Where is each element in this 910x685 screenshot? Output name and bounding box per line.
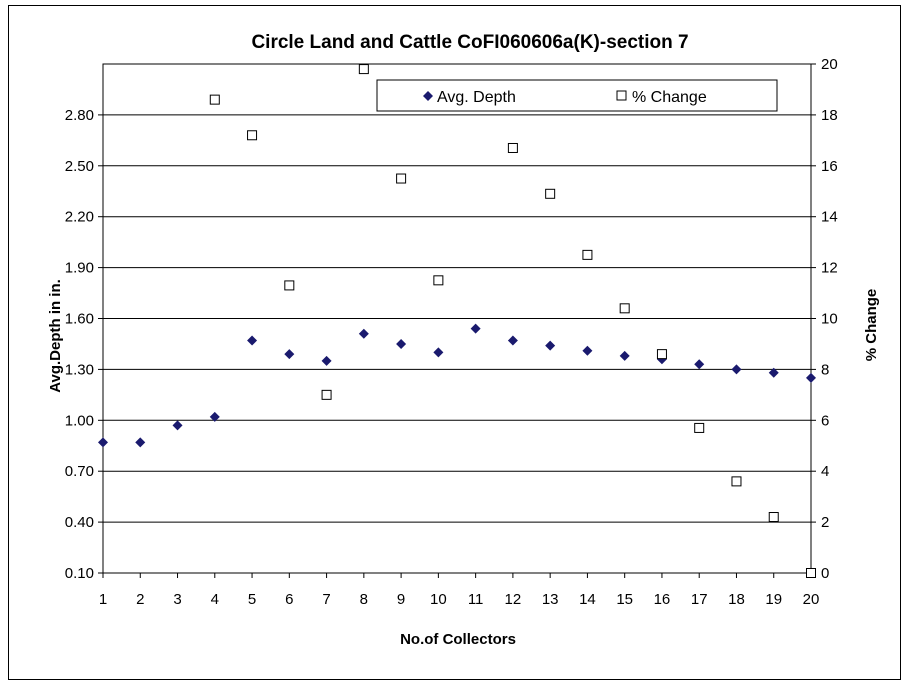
y-tick-label: 0.40: [65, 514, 94, 531]
pct-change-point: [768, 512, 779, 523]
avg-depth-point: [358, 328, 369, 339]
pct-change-point: [247, 130, 258, 141]
x-tick-label: 13: [542, 591, 559, 608]
y2-tick-label: 14: [821, 209, 838, 226]
pct-change-point: [694, 422, 705, 433]
avg-depth-point: [806, 372, 816, 383]
y-tick-label: 0.10: [65, 565, 94, 582]
x-tick-label: 15: [616, 591, 633, 608]
x-tick-label: 14: [579, 591, 596, 608]
y2-tick-label: 6: [821, 412, 829, 429]
x-tick-label: 11: [468, 591, 484, 608]
chart-title: Circle Land and Cattle CoFI060606a(K)-se…: [251, 32, 688, 53]
y-tick-label: 1.90: [65, 260, 94, 277]
axes: 0.10 0.40 0.70 1.00 1.30 1.60 1.90 2.20 2.50 2.80…: [65, 56, 838, 608]
x-tick-label: 1: [99, 591, 107, 608]
y2-tick-label: 4: [821, 463, 829, 480]
chart-frame: [8, 5, 901, 680]
x-tick-label: 10: [430, 591, 447, 608]
legend-box: [376, 79, 778, 112]
pct-change-point: [619, 303, 630, 314]
y2-tick-label: 12: [821, 260, 838, 277]
pct-change-point: [209, 94, 220, 105]
legend-square-marker: [616, 90, 627, 101]
x-tick-label: 18: [728, 591, 745, 608]
y-tick-label: 2.50: [65, 158, 94, 175]
x-tick-label: 20: [803, 591, 820, 608]
data-points: [98, 64, 816, 578]
x-tick-label: 16: [654, 591, 671, 608]
y-tick-label: 2.20: [65, 209, 94, 226]
y2-tick-label: 16: [821, 158, 838, 175]
legend-label-pct-change: % Change: [632, 89, 707, 106]
avg-depth-point: [247, 335, 258, 346]
legend-diamond-marker: [423, 91, 433, 101]
pct-change-point: [433, 275, 444, 286]
avg-depth-point: [433, 347, 444, 358]
avg-depth-point: [98, 437, 108, 448]
x-tick-label: 9: [397, 591, 405, 608]
avg-depth-point: [321, 355, 332, 366]
avg-depth-point: [731, 364, 742, 375]
y2-tick-label: 8: [821, 361, 829, 378]
pct-change-point: [806, 568, 816, 578]
avg-depth-point: [545, 340, 556, 351]
avg-depth-point: [694, 359, 705, 370]
avg-depth-point: [470, 323, 481, 334]
y2-tick-label: 20: [821, 56, 838, 73]
x-tick-label: 19: [765, 591, 782, 608]
x-tick-label: 3: [173, 591, 181, 608]
avg-depth-point: [582, 345, 593, 356]
y2-tick-label: 2: [821, 514, 829, 531]
x-axis-title: No.of Collectors: [400, 631, 516, 648]
avg-depth-point: [209, 411, 220, 422]
legend-label-avg-depth: Avg. Depth: [437, 89, 516, 106]
x-tick-label: 12: [505, 591, 522, 608]
y2-tick-label: 10: [821, 311, 838, 328]
y-tick-label: 1.00: [65, 412, 94, 429]
gridlines: [103, 114, 811, 523]
pct-change-point: [284, 280, 295, 291]
y-tick-label: 1.60: [65, 311, 94, 328]
y2-tick-label: 0: [821, 565, 829, 582]
x-tick-label: 8: [360, 591, 368, 608]
avg-depth-point: [396, 338, 407, 349]
pct-change-point: [545, 188, 556, 199]
avg-depth-point: [768, 367, 779, 378]
pct-change-point: [358, 64, 369, 75]
avg-depth-point: [172, 420, 183, 431]
avg-depth-point: [284, 349, 295, 360]
pct-change-point: [396, 173, 407, 184]
avg-depth-point: [135, 437, 146, 448]
y-tick-label: 2.80: [65, 107, 94, 124]
y2-tick-label: 18: [821, 107, 838, 124]
y-axis-title: Avg.Depth in in.: [47, 279, 64, 393]
pct-change-point: [321, 389, 332, 400]
y2-axis-title: % Change: [863, 289, 880, 362]
x-tick-label: 5: [248, 591, 256, 608]
x-tick-label: 2: [136, 591, 144, 608]
x-tick-label: 6: [285, 591, 293, 608]
pct-change-point: [731, 476, 742, 487]
pct-change-point: [507, 142, 518, 153]
avg-depth-point: [619, 350, 630, 361]
pct-change-point: [582, 249, 593, 260]
x-tick-label: 17: [691, 591, 708, 608]
avg-depth-point: [507, 335, 518, 346]
x-tick-label: 7: [322, 591, 330, 608]
pct-change-point: [656, 349, 667, 360]
x-tick-label: 4: [211, 591, 219, 608]
y-tick-label: 0.70: [65, 463, 94, 480]
legend: Avg. Depth % Change: [376, 79, 778, 112]
y-tick-label: 1.30: [65, 361, 94, 378]
